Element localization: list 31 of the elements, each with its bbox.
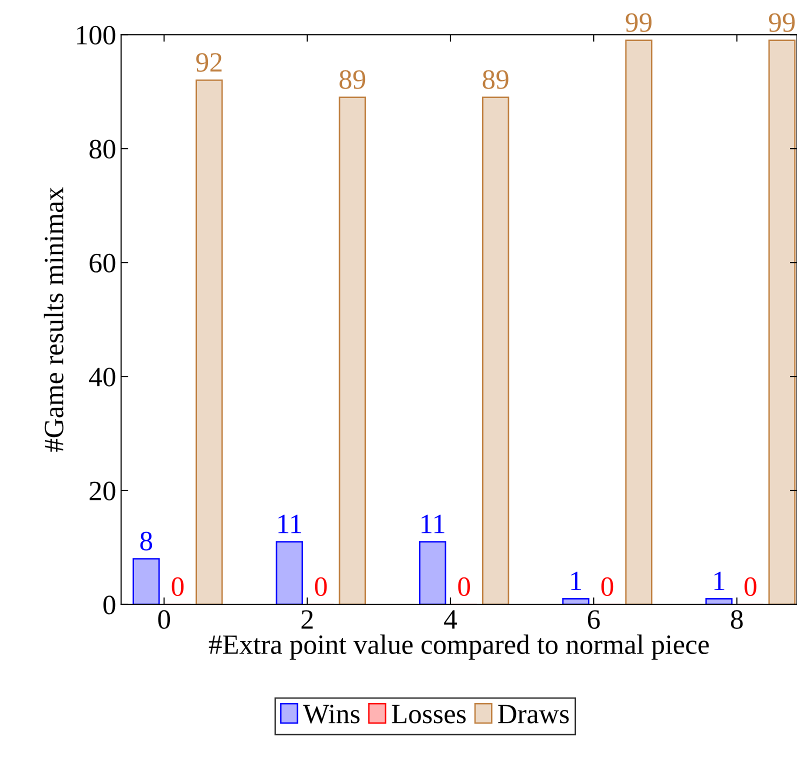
data-label: 0 [744,577,756,596]
y-tick-label: 60 [90,254,116,272]
data-label: 89 [482,70,508,89]
y-axis-title: #Game results minimax [44,187,64,452]
data-label: 11 [422,514,444,534]
data-label: 0 [601,577,614,596]
x-tick-label: 6 [588,610,600,629]
data-label: 99 [768,13,795,32]
legend-label: Wins [303,704,360,724]
data-label: 8 [140,532,152,550]
data-label: 92 [196,53,222,72]
y-tick-label: 20 [90,482,116,500]
y-tick-label: 0 [103,596,116,614]
x-axis-title: #Extra point value compared to normal piece [208,634,709,660]
data-label: 0 [458,577,470,596]
data-label: 89 [340,70,366,89]
y-tick-label: 40 [89,368,116,386]
data-label: 0 [315,577,327,596]
legend-label: Draws [498,704,569,724]
x-tick-label: 0 [158,610,170,629]
data-label: 0 [172,577,184,596]
y-tick-label: 100 [77,26,116,45]
x-tick-label: 8 [730,610,743,629]
data-label: 1 [571,572,582,590]
legend-label: Losses [392,704,466,724]
data-label: 11 [278,514,302,534]
x-tick-label: 2 [302,610,313,629]
data-label: 99 [626,13,652,32]
data-label: 1 [714,572,724,590]
x-tick-label: 4 [444,610,457,629]
y-tick-label: 80 [90,140,116,159]
